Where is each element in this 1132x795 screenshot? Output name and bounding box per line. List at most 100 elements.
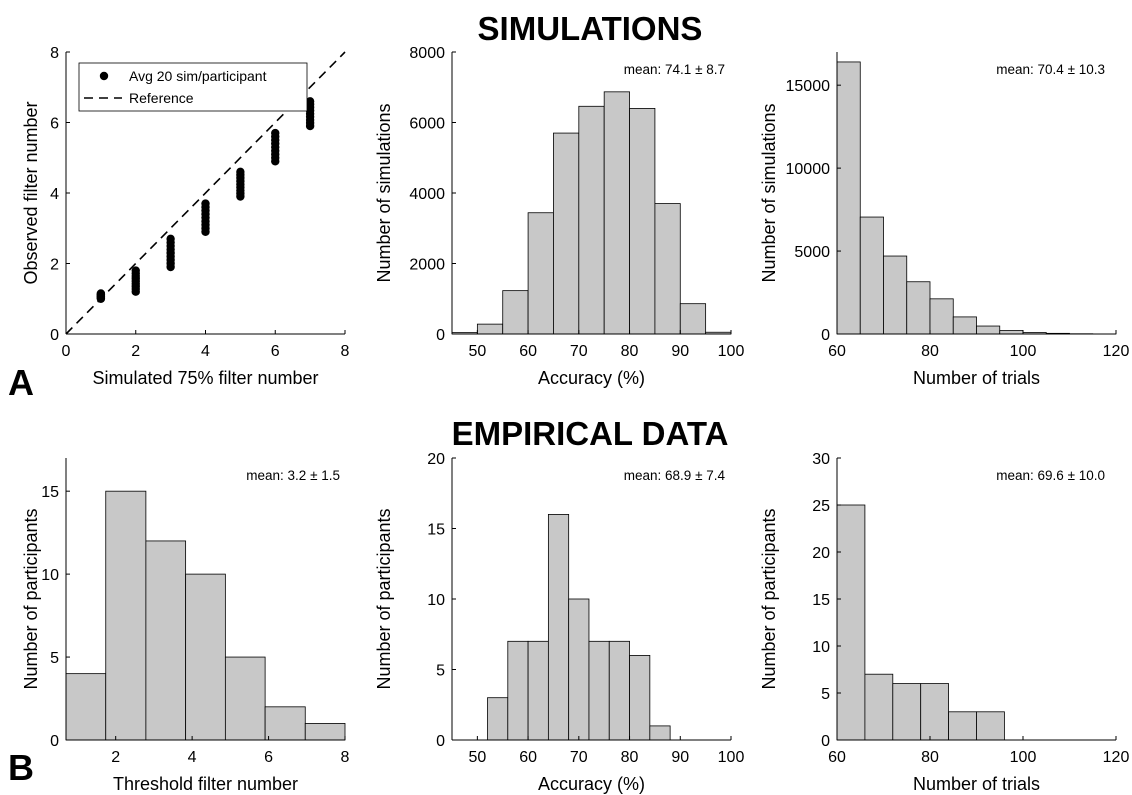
x-tick-label: 4 [188, 749, 197, 766]
x-axis-label: Threshold filter number [113, 774, 298, 794]
x-tick-label: 4 [201, 343, 210, 360]
mean-annotation: mean: 68.9 ± 7.4 [624, 468, 726, 483]
y-tick-label: 5 [50, 650, 59, 667]
histogram-bar [948, 711, 977, 741]
x-tick-label: 70 [570, 343, 588, 360]
panel-label-b: B [8, 747, 34, 788]
y-tick-label: 5 [436, 663, 445, 680]
y-tick-label: 20 [812, 545, 830, 562]
scatter-point [201, 199, 210, 208]
histogram-bar [145, 540, 187, 741]
histogram-bar [629, 108, 656, 335]
mean-annotation: mean: 74.1 ± 8.7 [624, 62, 725, 77]
y-tick-label: 20 [427, 451, 445, 468]
histogram-bar [920, 683, 950, 741]
y-axis-label: Observed filter number [21, 101, 41, 284]
legend-marker-icon [99, 71, 109, 81]
histogram-bar [603, 91, 630, 335]
x-tick-label: 6 [264, 749, 273, 766]
histogram-bar [892, 683, 922, 741]
y-axis-label: Number of participants [21, 508, 41, 689]
scatter-point-group [305, 97, 315, 131]
histogram-bar [679, 303, 707, 335]
histogram-bar [476, 323, 504, 335]
histogram-bar [578, 105, 605, 335]
scatter-filter-number-chart: 0 2 4 6 8 0 2 4 6 8 Simulated 75% filter number Obs… [21, 45, 350, 388]
y-tick-label: 15 [41, 484, 59, 501]
histogram-bar [507, 640, 529, 741]
y-tick-label: 25 [812, 498, 830, 515]
x-tick-label: 80 [621, 749, 639, 766]
x-axis-label: Number of trials [913, 368, 1040, 388]
y-axis-label: Number of participants [374, 508, 394, 689]
histogram-bar [629, 655, 651, 741]
y-tick-label: 2000 [409, 257, 445, 274]
legend-box [78, 62, 308, 112]
y-tick-label: 15 [812, 592, 830, 609]
histogram-bar [836, 61, 861, 335]
y-tick-label: 6000 [409, 116, 445, 133]
x-tick-label: 2 [111, 749, 120, 766]
histogram-bar [527, 212, 554, 335]
y-axis-label: Number of participants [759, 508, 779, 689]
y-tick-label: 2 [50, 257, 59, 274]
y-tick-label: 0 [50, 327, 59, 344]
y-tick-label: 0 [821, 327, 830, 344]
mean-annotation: mean: 3.2 ± 1.5 [246, 468, 340, 483]
histogram-bar [547, 514, 570, 741]
scatter-point-group [271, 128, 280, 166]
histogram-bar [906, 281, 931, 335]
y-tick-label: 15000 [786, 78, 831, 95]
x-tick-label: 60 [519, 343, 537, 360]
histogram-bar [588, 640, 610, 741]
histogram-bar [527, 640, 549, 741]
x-tick-label: 100 [1010, 343, 1037, 360]
x-tick-label: 6 [271, 343, 280, 360]
histogram-bar [185, 573, 226, 741]
x-tick-label: 50 [468, 343, 486, 360]
x-tick-label: 2 [131, 343, 140, 360]
scatter-point-group [201, 199, 210, 236]
scatter-point [96, 289, 106, 298]
mean-annotation: mean: 70.4 ± 10.3 [996, 62, 1105, 77]
y-tick-label: 4000 [409, 186, 445, 203]
histogram-bar [976, 711, 1005, 741]
y-tick-label: 5 [821, 686, 830, 703]
scatter-point-group [236, 167, 245, 201]
emp-accuracy-histogram: mean: 68.9 ± 7.4 50 60 70 80 90 100 0 5 10 15 20 Acc… [374, 451, 744, 794]
scatter-point [166, 234, 175, 244]
x-tick-label: 90 [671, 749, 689, 766]
histogram-bar [976, 325, 1001, 335]
sim-accuracy-histogram: mean: 74.1 ± 8.7 50 60 70 80 90 100 0 2000 4000 60… [374, 45, 744, 388]
scatter-point-group [166, 234, 175, 272]
histogram-bar [654, 203, 681, 335]
x-axis-label: Number of trials [913, 774, 1040, 794]
x-tick-label: 90 [671, 343, 689, 360]
y-tick-label: 8 [50, 45, 59, 62]
x-tick-label: 60 [828, 343, 846, 360]
sim-trials-histogram: mean: 70.4 ± 10.3 60 80 100 120 0 5000 10000 150… [759, 52, 1129, 388]
histogram-bar [304, 723, 346, 741]
histogram-bar [568, 598, 590, 741]
y-axis-label: Number of simulations [374, 103, 394, 282]
x-tick-label: 80 [621, 343, 639, 360]
x-axis-label: Accuracy (%) [538, 368, 645, 388]
x-tick-label: 8 [341, 343, 350, 360]
histogram-bar [929, 298, 954, 335]
x-tick-label: 100 [718, 749, 745, 766]
legend-entry: Avg 20 sim/participant [129, 68, 267, 84]
histogram-bar [649, 725, 671, 741]
y-tick-label: 10 [41, 567, 59, 584]
x-tick-label: 70 [570, 749, 588, 766]
x-tick-label: 80 [921, 343, 939, 360]
scatter-point [271, 128, 280, 138]
emp-trials-histogram: mean: 69.6 ± 10.0 60 80 100 120 0 5 10 15 20 25 30 N… [759, 451, 1129, 794]
scatter-point [236, 167, 245, 177]
y-tick-label: 0 [436, 327, 445, 344]
y-tick-label: 0 [436, 733, 445, 750]
x-tick-label: 120 [1103, 343, 1130, 360]
legend-entry: Reference [129, 90, 194, 106]
x-tick-label: 0 [62, 343, 71, 360]
histogram-bar [952, 316, 977, 335]
empirical-title: EMPIRICAL DATA [452, 415, 729, 452]
